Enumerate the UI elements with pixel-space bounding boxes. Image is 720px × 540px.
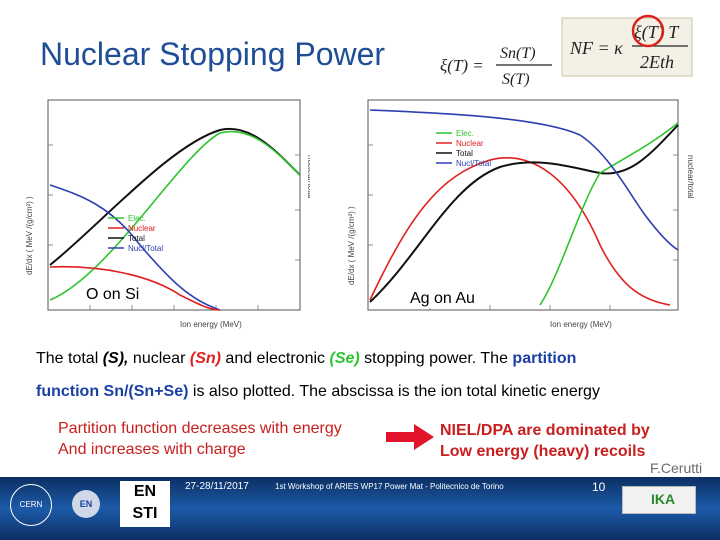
page-number: 10 — [592, 480, 606, 494]
niel-text: NIEL/DPA are dominated by Low energy (he… — [440, 420, 650, 462]
legend-ratio: Nucl/Total — [128, 244, 163, 253]
legend-nuclear: Nuclear — [128, 224, 156, 233]
legend-total: Total — [128, 234, 145, 243]
caption-text: and electronic — [220, 350, 330, 367]
caption-se: (Se) — [329, 350, 360, 367]
xi-formula-den: S(T) — [502, 71, 530, 88]
footer-workshop: 1st Workshop of ARIES WP17 Power Mat - P… — [275, 482, 504, 491]
en-sti-top: EN — [133, 483, 157, 500]
curve-total — [369, 124, 679, 303]
legend-ratio: Nucl/Total — [456, 159, 491, 168]
caption-partition: partition — [512, 350, 577, 367]
right-arrow-icon — [386, 424, 434, 450]
legend-elec: Elec. — [456, 129, 474, 138]
ylabel-right: nuclear/total — [686, 155, 695, 199]
en-sti-logo: EN STI — [120, 481, 170, 527]
caption-line-1: The total (S), nuclear (Sn) and electron… — [36, 350, 576, 368]
ylabel-left: dE/dx ( MeV /(g/cm²) ) — [25, 196, 34, 275]
curve-elec — [49, 130, 301, 301]
nf-formula-lhs: NF = κ — [569, 38, 623, 58]
footer-date: 27-28/11/2017 — [185, 481, 249, 492]
en-logo: EN — [72, 490, 100, 518]
caption-text: is also plotted. The abscissa is the ion… — [188, 383, 600, 400]
highlight-circle — [631, 14, 665, 48]
caption-text: nuclear — [128, 350, 190, 367]
nf-formula: NF = κ ξ(T) T 2Eth — [561, 14, 693, 77]
legend-nuclear: Nuclear — [456, 139, 484, 148]
cern-logo: CERN — [10, 484, 52, 526]
plot-o-on-si: Elec. Nuclear Total Nucl/Total Ion energ… — [25, 99, 310, 329]
en-sti-bottom: STI — [132, 505, 158, 522]
nf-formula-num: ξ(T) T — [634, 22, 680, 43]
caption-s: (S), — [102, 350, 129, 367]
nf-formula-den: 2Eth — [640, 52, 674, 72]
plot-label-ag-on-au: Ag on Au — [408, 290, 477, 308]
slide-title: Nuclear Stopping Power — [40, 36, 386, 72]
caption-text: stopping power. The — [359, 350, 513, 367]
plot-label-o-on-si: O on Si — [84, 286, 142, 304]
niel-line-2: Low energy (heavy) recoils — [440, 443, 646, 460]
caption-text: The total — [36, 350, 103, 367]
caption-sn: (Sn) — [189, 350, 221, 367]
niel-line-1: NIEL/DPA are dominated by — [440, 422, 650, 439]
curve-elec — [539, 122, 679, 306]
curve-ratio — [369, 109, 679, 251]
xi-formula: ξ(T) = Sn(T) S(T) — [440, 45, 552, 88]
xi-formula-lhs: ξ(T) = — [440, 56, 484, 75]
conclusion-line-2: And increases with charge — [58, 441, 246, 458]
ylabel-left-right-plot: dE/dx ( MeV /(g/cm²) ) — [347, 206, 356, 285]
caption-function: function Sn/(Sn+Se) — [36, 383, 189, 400]
eu-logo: IKA — [622, 486, 696, 514]
plot-ag-on-au: Elec. Nuclear Total Nucl/Total Ion energ… — [347, 99, 695, 329]
xlabel-left: Ion energy (MeV) — [180, 320, 242, 329]
legend-total: Total — [456, 149, 473, 158]
curve-ratio — [49, 184, 221, 311]
eu-logo-text: IKA — [651, 491, 676, 507]
conclusion-line-1: Partition function decreases with energy — [58, 420, 342, 437]
caption-line-2: function Sn/(Sn+Se) is also plotted. The… — [36, 383, 600, 401]
author: F.Cerutti — [650, 460, 703, 476]
conclusion-text: Partition function decreases with energy… — [58, 418, 342, 460]
ylabel-right-left-plot: nuclear/total — [306, 155, 310, 199]
xlabel-right: Ion energy (MeV) — [550, 320, 612, 329]
legend-elec: Elec. — [128, 214, 146, 223]
curve-nuclear — [49, 265, 221, 311]
xi-formula-num: Sn(T) — [500, 45, 536, 62]
